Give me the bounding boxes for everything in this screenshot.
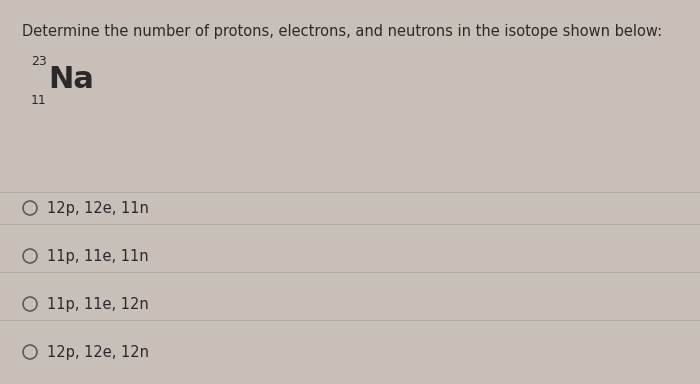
Text: Determine the number of protons, electrons, and neutrons in the isotope shown be: Determine the number of protons, electro… xyxy=(22,24,662,39)
Text: 11p, 11e, 12n: 11p, 11e, 12n xyxy=(47,296,148,311)
Text: Na: Na xyxy=(48,66,94,94)
Text: 23: 23 xyxy=(31,55,47,68)
Text: 11p, 11e, 11n: 11p, 11e, 11n xyxy=(47,248,148,263)
Text: 11: 11 xyxy=(31,94,47,107)
Text: 12p, 12e, 12n: 12p, 12e, 12n xyxy=(47,344,149,359)
Text: 12p, 12e, 11n: 12p, 12e, 11n xyxy=(47,200,149,215)
